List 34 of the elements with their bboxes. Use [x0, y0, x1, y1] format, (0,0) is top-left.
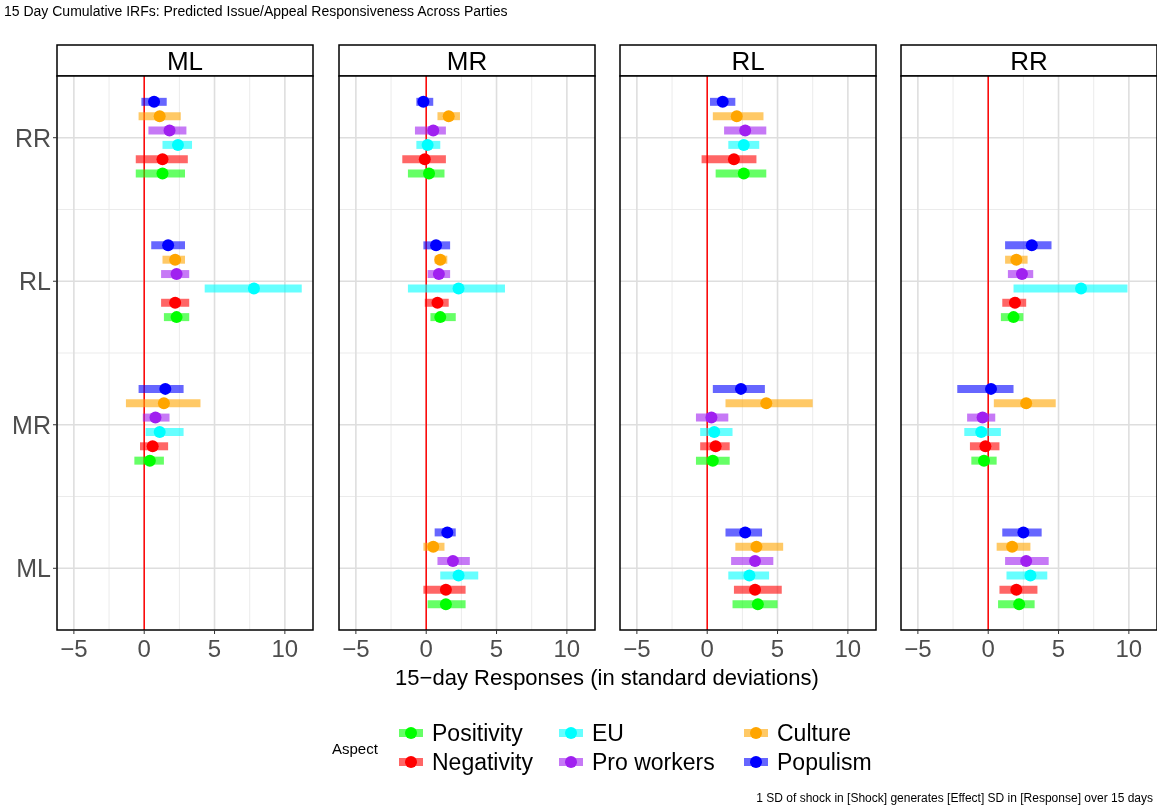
legend-label: Negativity [432, 749, 534, 775]
x-tick-label: −5 [904, 635, 932, 662]
x-tick-label: 0 [700, 635, 714, 662]
y-tick-label: ML [16, 554, 52, 583]
y-tick-label: RR [14, 123, 51, 152]
x-tick-label: 5 [770, 635, 785, 662]
x-tick-label: 0 [419, 635, 433, 662]
y-tick-label: RL [19, 267, 52, 296]
x-tick-label: 5 [489, 635, 504, 662]
chart-title: RR [1010, 45, 1048, 76]
chart-title: RL [731, 45, 765, 76]
y-tick-label: MR [12, 410, 51, 439]
x-tick-label: 0 [137, 635, 151, 662]
legend-label: Positivity [432, 720, 524, 746]
x-tick-label: 5 [1051, 635, 1066, 662]
x-tick-label: −5 [342, 635, 370, 662]
legend-label: Culture [777, 720, 852, 746]
x-tick-label: 5 [207, 635, 222, 662]
chart-title: MR [446, 45, 488, 76]
x-axis-title: 15−day Responses (in standard deviations) [395, 665, 819, 690]
x-tick-label: −5 [60, 635, 88, 662]
x-tick-label: 0 [981, 635, 995, 662]
x-tick-label: 10 [553, 635, 581, 662]
x-tick-label: 10 [834, 635, 862, 662]
legend-title: Aspect [332, 740, 379, 757]
legend-label: Populism [777, 749, 872, 775]
text: 15 Day Cumulative IRFs: Predicted Issue/Appeal Responsiveness Across Parties [4, 3, 508, 19]
x-tick-label: −5 [623, 635, 651, 662]
x-tick-label: 10 [1115, 635, 1143, 662]
x-tick-label: 10 [271, 635, 299, 662]
legend-label: Pro workers [592, 749, 715, 775]
legend-label: EU [592, 720, 624, 746]
chart-title: ML [166, 45, 204, 76]
text: 1 SD of shock in [Shock] generates [Effect] SD in [Response] over 15 days [756, 791, 1153, 805]
